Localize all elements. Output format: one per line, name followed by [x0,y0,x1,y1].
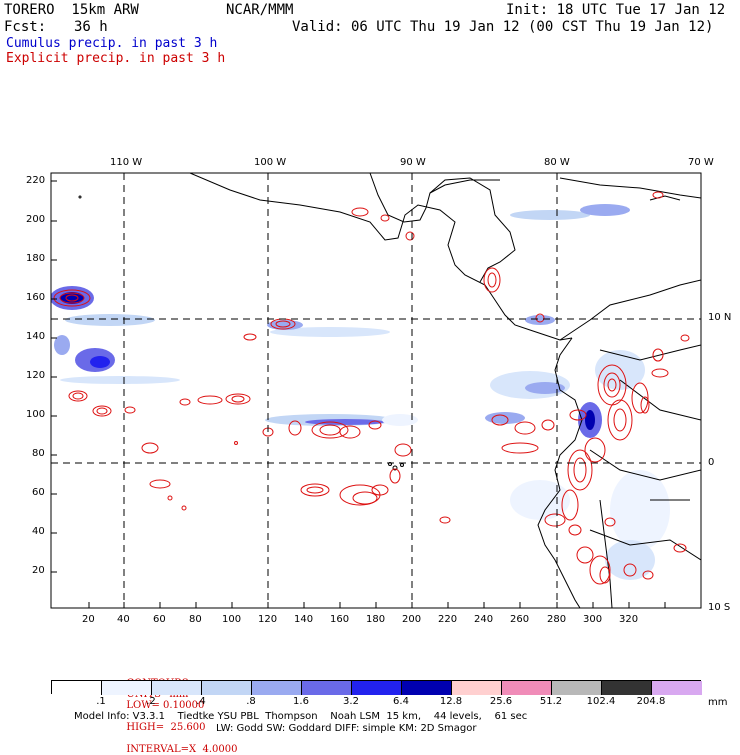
x-tick-label: 300 [583,614,603,625]
x-tick-label: 200 [402,614,422,625]
colorbar-cell [302,681,352,695]
colorbar-tick-label: 12.8 [439,696,463,707]
colorbar-cell [452,681,502,695]
colorbar-cell [252,681,302,695]
colorbar-tick-label: 51.2 [539,696,563,707]
x-tick-label: 260 [510,614,530,625]
x-tick-label: 180 [366,614,386,625]
colorbar [51,680,702,695]
y-tick-label: 100 [26,409,46,420]
y-tick-label: 80 [32,448,45,459]
colorbar-tick-label: 1.6 [293,696,309,707]
colorbar-tick-label: 6.4 [393,696,409,707]
y-tick-label: 160 [26,292,46,303]
y-tick-label: 200 [26,214,46,225]
lon-label-100w: 100 W [254,157,287,168]
lat-label-10n: 10 N [708,312,732,323]
lat-label-10s: 10 S [708,602,731,613]
colorbar-tick-label: .1 [96,696,106,707]
colorbar-cell [502,681,552,695]
graticule [51,173,701,608]
cumulus-precip-shading [51,204,670,580]
forecast-hours: 36 h [74,19,108,35]
colorbar-tick-label: .8 [246,696,256,707]
forecast-label: Fcst: [4,19,47,35]
colorbar-cell [102,681,152,695]
colorbar-ticks: .1 .2 .4 .8 1.6 3.2 6.4 12.8 25.6 51.2 102.4 204.8 [51,696,701,708]
y-tick-label: 120 [26,370,46,381]
colorbar-cell [402,681,452,695]
y-tick-label: 20 [32,565,45,576]
x-tick-label: 20 [82,614,95,625]
y-tick-label: 60 [32,487,45,498]
lon-label-80w: 80 W [544,157,570,168]
colorbar-cell [152,681,202,695]
contour-interval: INTERVAL=X 4.0000 [126,744,238,755]
colorbar-tick-label: .2 [146,696,156,707]
lat-label-0: 0 [708,457,715,468]
cumulus-legend-line: Cumulus precip. in past 3 h [6,36,218,51]
colorbar-cell [652,681,702,695]
lon-label-70w: 70 W [688,157,714,168]
colorbar-tick-label: 3.2 [343,696,359,707]
axis-ticks [51,180,666,608]
coastlines [78,173,701,608]
colorbar-cell [552,681,602,695]
x-tick-label: 220 [438,614,458,625]
lon-label-110w: 110 W [110,157,143,168]
colorbar-tick-label: 102.4 [586,696,616,707]
colorbar-cell [352,681,402,695]
map-frame [50,172,702,609]
colorbar-unit: mm [708,697,728,708]
x-tick-label: 320 [619,614,639,625]
x-tick-label: 40 [117,614,130,625]
colorbar-cell [202,681,252,695]
colorbar-tick-label: 25.6 [489,696,513,707]
model-title: TORERO 15km ARW [4,2,139,18]
x-tick-label: 160 [330,614,350,625]
lon-label-90w: 90 W [400,157,426,168]
x-tick-label: 120 [258,614,278,625]
contour-low: LOW= 0.10000 [126,700,205,711]
x-tick-label: 280 [547,614,567,625]
colorbar-tick-label: 204.8 [636,696,666,707]
y-tick-label: 140 [26,331,46,342]
y-tick-label: 40 [32,526,45,537]
colorbar-cell [52,681,102,695]
x-tick-label: 240 [474,614,494,625]
colorbar-tick-label: .4 [196,696,206,707]
center-label: NCAR/MMM [226,2,294,18]
valid-time: Valid: 06 UTC Thu 19 Jan 12 (00 CST Thu … [292,19,714,35]
explicit-precip-contours [53,191,690,585]
explicit-legend-line: Explicit precip. in past 3 h [6,51,226,66]
y-tick-label: 220 [26,175,46,186]
x-tick-label: 80 [189,614,202,625]
x-tick-label: 100 [222,614,242,625]
contour-high: HIGH= 25.600 [126,722,206,733]
x-tick-label: 60 [153,614,166,625]
y-tick-label: 180 [26,253,46,264]
colorbar-cell [602,681,652,695]
x-tick-label: 140 [294,614,314,625]
init-time: Init: 18 UTC Tue 17 Jan 12 [506,2,726,18]
model-physics: LW: Godd SW: Goddard DIFF: simple KM: 2D… [216,723,477,734]
model-info: Model Info: V3.3.1 Tiedtke YSU PBL Thomp… [74,711,528,722]
